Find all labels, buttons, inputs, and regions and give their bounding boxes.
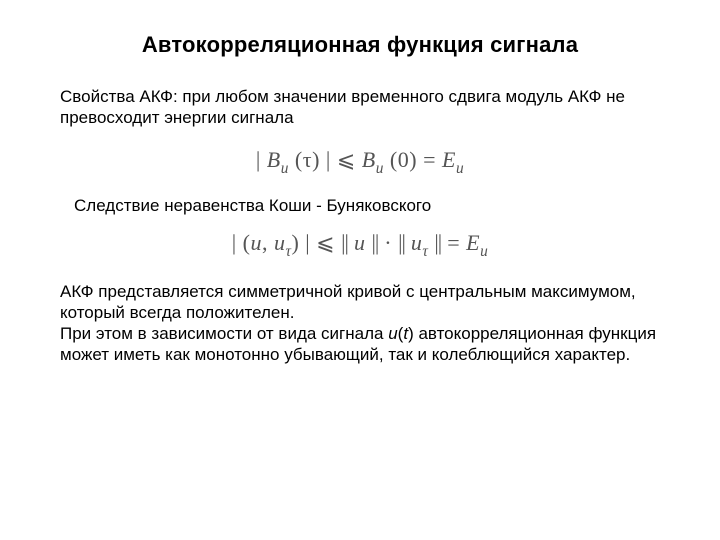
signal-u: u bbox=[388, 324, 397, 343]
slide-title: Автокорреляционная функция сигнала bbox=[60, 32, 660, 58]
paragraph-properties: Свойства АКФ: при любом значении временн… bbox=[60, 86, 660, 129]
paragraph-description: АКФ представляется симметричной кривой с… bbox=[60, 281, 660, 366]
signal-t: t bbox=[403, 324, 408, 343]
formula-2: | (u, uτ) | ⩽ || u || · || uτ || = Eu bbox=[60, 230, 660, 260]
para3-line2-pre: При этом в зависимости от вида сигнала bbox=[60, 324, 388, 343]
paragraph-cauchy: Следствие неравенства Коши - Буняковског… bbox=[60, 195, 660, 216]
para3-line1: АКФ представляется симметричной кривой с… bbox=[60, 282, 636, 322]
slide-root: Автокорреляционная функция сигнала Свойс… bbox=[0, 0, 720, 540]
formula-1: | Bu (τ) | ⩽ Bu (0) = Eu bbox=[60, 147, 660, 177]
